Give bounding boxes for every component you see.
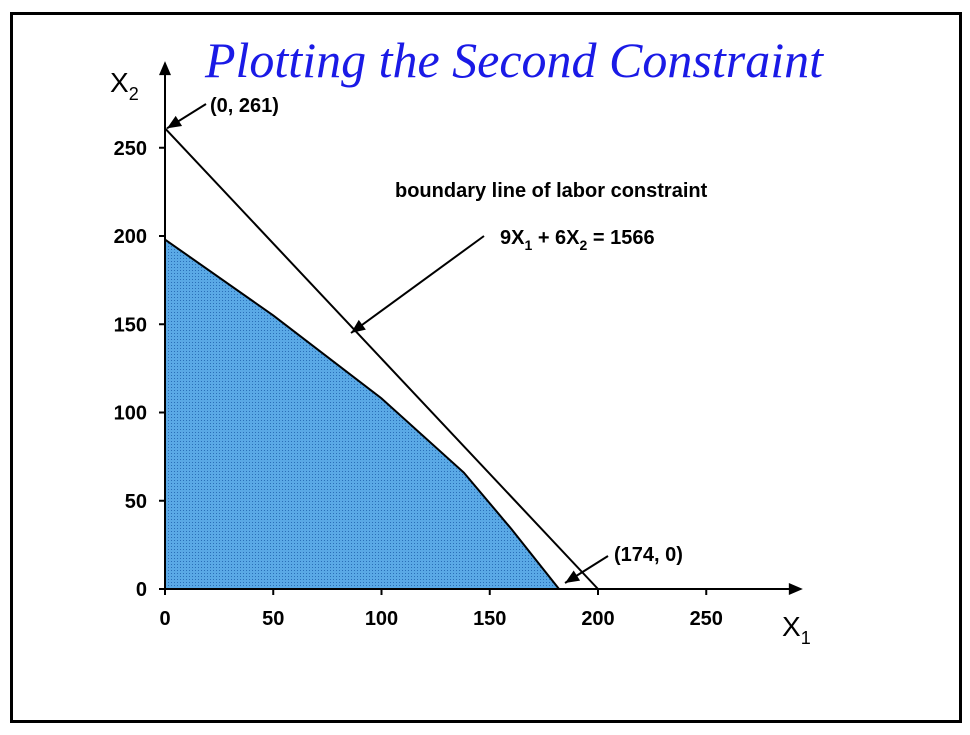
x-tick-label: 100 <box>365 608 398 630</box>
y-tick-label: 50 <box>125 491 147 513</box>
y-intercept-arrow-head <box>167 115 183 129</box>
x-intercept-label: (174, 0) <box>614 544 683 566</box>
x-tick-label: 50 <box>262 608 284 630</box>
constraint-equation: 9X1 + 6X2 = 1566 <box>500 227 655 253</box>
x-intercept-arrow-head <box>565 570 581 583</box>
equation-arrow <box>350 235 485 334</box>
x-axis-arrowhead <box>788 583 803 595</box>
x-axis-label: X1 <box>782 611 811 648</box>
y-intercept-label: (0, 261) <box>210 95 279 117</box>
y-axis-arrowhead <box>159 61 171 76</box>
slide-frame <box>10 12 962 723</box>
x-tick-label: 0 <box>159 608 170 630</box>
chart-title: Plotting the Second Constraint <box>204 32 824 88</box>
y-tick-label: 100 <box>114 403 147 425</box>
feasible-boundary-line <box>164 238 560 590</box>
constraint-line-label: boundary line of labor constraint <box>395 180 708 202</box>
x-tick-label: 250 <box>690 608 723 630</box>
y-tick-label: 0 <box>136 579 147 601</box>
y-tick-label: 200 <box>114 226 147 248</box>
y-axis-label: X2 <box>110 67 139 104</box>
y-tick-label: 150 <box>114 314 147 336</box>
feasible-region <box>165 239 560 589</box>
y-tick-label: 250 <box>114 138 147 160</box>
x-tick-label: 200 <box>581 608 614 630</box>
x-tick-label: 150 <box>473 608 506 630</box>
labor-constraint-line <box>164 127 599 590</box>
equation-arrow-head <box>351 319 366 333</box>
